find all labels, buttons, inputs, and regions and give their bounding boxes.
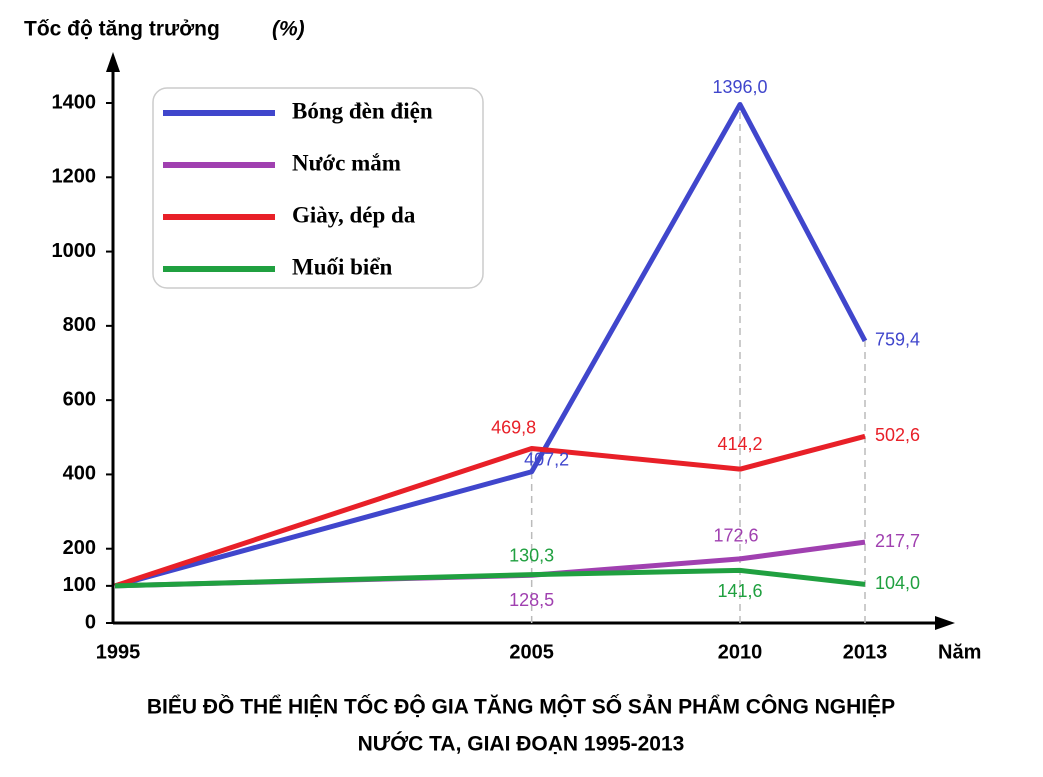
y-tick-label: 600	[63, 388, 96, 410]
x-tick-label: 2005	[509, 641, 554, 663]
legend-label: Bóng đèn điện	[292, 98, 433, 123]
value-label: 469,8	[491, 417, 536, 437]
chart-title: NƯỚC TA, GIAI ĐOẠN 1995-2013	[358, 732, 685, 756]
chart-title: BIỂU ĐỒ THỂ HIỆN TỐC ĐỘ GIA TĂNG MỘT SỐ …	[147, 695, 895, 719]
y-tick-label: 200	[63, 537, 96, 559]
value-label: 128,5	[509, 590, 554, 610]
value-label: 172,6	[713, 526, 758, 546]
value-label: 130,3	[509, 545, 554, 565]
y-tick-label: 1400	[52, 91, 97, 113]
value-label: 502,6	[875, 425, 920, 445]
x-axis-arrow	[935, 616, 955, 630]
value-label: 759,4	[875, 330, 920, 350]
y-tick-label: 0	[85, 611, 96, 633]
x-tick-label: 2010	[718, 641, 763, 663]
y-axis-title: Tốc độ tăng trưởng	[24, 18, 220, 41]
y-tick-label: 400	[63, 463, 96, 485]
y-axis-arrow	[106, 52, 120, 72]
series-line	[114, 433, 866, 589]
legend-label: Muối biển	[292, 254, 393, 279]
x-tick-label: 1995	[96, 641, 141, 663]
y-tick-label: 1000	[52, 240, 97, 262]
series-line	[114, 567, 866, 589]
y-axis-unit: (%)	[272, 18, 305, 41]
x-tick-label: 2013	[843, 641, 888, 663]
legend-box	[152, 87, 484, 289]
value-label: 141,6	[717, 581, 762, 601]
series-line	[114, 101, 868, 589]
value-label: 104,0	[875, 573, 920, 593]
legend-label: Nước mắm	[292, 150, 401, 175]
value-label: 414,2	[717, 434, 762, 454]
y-tick-label: 1200	[52, 166, 97, 188]
x-axis-title: Năm	[938, 641, 981, 663]
y-tick-label: 800	[63, 314, 96, 336]
value-label: 217,7	[875, 531, 920, 551]
value-label: 1396,0	[712, 77, 767, 97]
y-tick-label: 100	[63, 574, 96, 596]
value-label: 407,2	[524, 450, 569, 470]
legend-label: Giày, dép da	[292, 202, 416, 227]
